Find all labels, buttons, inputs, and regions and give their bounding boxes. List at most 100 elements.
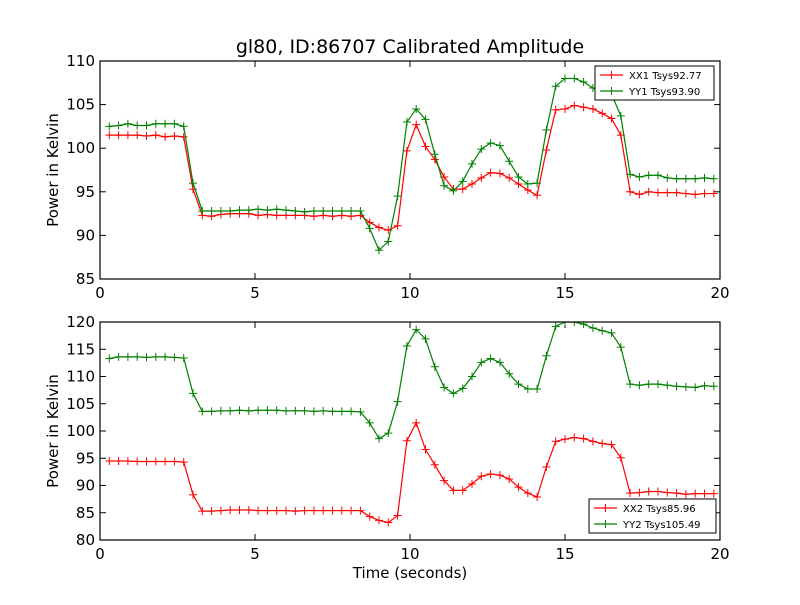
legend-label: XX1 Tsys92.77: [629, 71, 702, 82]
data-point: [495, 358, 504, 367]
data-point: [579, 103, 588, 112]
data-point: [421, 445, 430, 454]
data-point: [570, 322, 579, 326]
data-point: [486, 168, 495, 177]
legend-marker: [607, 71, 616, 79]
data-point: [468, 179, 476, 188]
data-point: [412, 104, 421, 113]
data-point: [254, 205, 263, 214]
data-point: [375, 223, 383, 232]
data-point: [402, 341, 411, 350]
chart-1: gl80, ID:86707 Calibrated Amplitude Power…: [44, 36, 730, 302]
data-point: [505, 157, 514, 166]
chart-2: Power in Kelvin Time (seconds) 0 5 10 15 20 80 8…: [44, 313, 730, 582]
data-point: [114, 131, 123, 140]
data-point: [254, 406, 263, 415]
data-point: [551, 437, 560, 446]
data-point: [635, 172, 644, 181]
data-point: [691, 489, 700, 498]
data-point: [458, 185, 467, 194]
data-point: [328, 206, 337, 215]
data-point: [393, 192, 402, 201]
data-point: [551, 105, 560, 114]
data-point: [105, 456, 114, 465]
data-point: [356, 506, 365, 515]
data-point: [533, 385, 542, 394]
data-point: [375, 434, 383, 443]
x-tick-label: 20: [710, 545, 729, 563]
data-point: [588, 323, 597, 332]
data-point: [309, 206, 318, 215]
data-point: [626, 489, 635, 498]
y-tick-label: 80: [76, 531, 95, 549]
data-point: [626, 170, 635, 179]
data-point: [179, 122, 188, 131]
data-point: [644, 171, 653, 180]
data-point: [235, 206, 244, 215]
data-point: [551, 322, 560, 331]
data-point: [663, 381, 672, 390]
data-point: [263, 406, 272, 415]
data-point: [161, 352, 170, 361]
data-point: [626, 187, 635, 196]
x-tick-label: 0: [95, 284, 105, 302]
data-point: [365, 512, 374, 521]
data-point: [244, 206, 253, 215]
data-point: [700, 381, 709, 390]
y-tick-label: 95: [76, 449, 95, 467]
data-point: [486, 470, 495, 479]
data-point: [691, 383, 700, 392]
data-point: [598, 109, 607, 118]
data-point: [477, 358, 486, 367]
data-point: [700, 189, 709, 198]
data-point: [523, 489, 532, 498]
data-point: [607, 440, 616, 449]
data-point: [393, 511, 402, 520]
y-tick-label: 90: [76, 226, 95, 244]
data-point: [505, 474, 514, 483]
data-point: [105, 131, 114, 140]
data-point: [542, 125, 551, 134]
data-point: [179, 458, 188, 467]
legend-box: [594, 65, 715, 101]
y-axis-label: Power in Kelvin: [44, 374, 62, 488]
data-point: [291, 206, 300, 215]
data-point: [458, 486, 467, 495]
data-point: [449, 186, 458, 195]
data-point: [170, 353, 179, 362]
legend-label: YY2 Tsys105.49: [622, 520, 701, 531]
data-point: [319, 406, 328, 415]
y-tick-label: 105: [66, 395, 95, 413]
data-point: [291, 507, 300, 516]
data-point: [309, 506, 318, 515]
data-point: [226, 406, 235, 415]
data-point: [151, 457, 160, 466]
data-point: [644, 380, 653, 389]
data-point: [672, 489, 681, 498]
data-point: [123, 352, 132, 361]
data-point: [356, 206, 365, 215]
data-point: [133, 352, 142, 361]
data-point: [644, 487, 653, 496]
data-point: [486, 354, 495, 363]
data-point: [514, 179, 523, 188]
data-point: [282, 206, 290, 215]
data-point: [561, 74, 569, 83]
data-point: [337, 407, 346, 416]
y-tick-label: 95: [76, 183, 95, 201]
data-point: [412, 120, 421, 129]
data-point: [365, 418, 374, 427]
data-point: [393, 221, 402, 230]
legend-marker: [601, 504, 610, 512]
data-point: [681, 382, 690, 391]
legend-marker: [607, 87, 616, 95]
x-tick-label: 20: [710, 284, 729, 302]
chart-title: gl80, ID:86707 Calibrated Amplitude: [236, 36, 584, 58]
data-point: [709, 174, 718, 183]
legend: XX2 Tsys85.96 YY2 Tsys105.49: [588, 498, 717, 534]
data-point: [161, 457, 170, 466]
data-point: [458, 384, 467, 393]
data-point: [681, 490, 690, 499]
data-point: [421, 334, 430, 343]
